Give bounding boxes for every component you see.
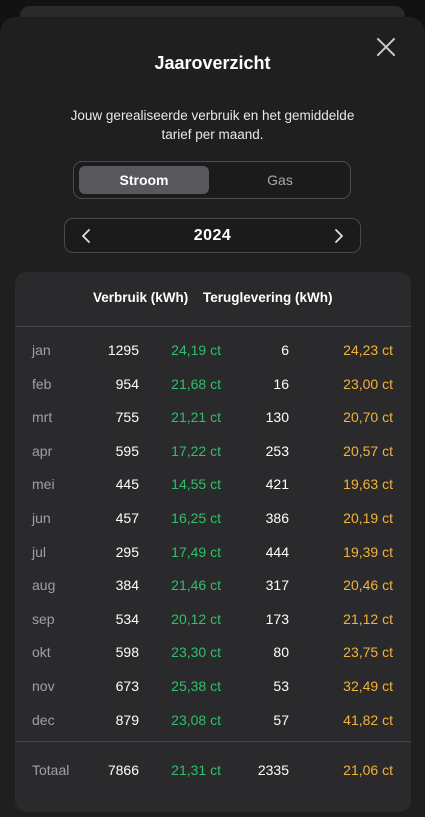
table-row: jun 457 16,25 ct 386 20,19 ct [15,508,411,528]
tarief-verbruik-value: 23,08 ct [171,711,221,728]
verbruik-value: 673 [115,678,139,694]
table-row: jul 295 17,49 ct 444 19,39 ct [15,542,411,562]
segment-stroom[interactable]: Stroom [79,166,209,194]
total-tarief-teruglevering: 21,06 ct [343,762,393,778]
teruglevering-value: 317 [265,577,289,594]
month-label: feb [32,375,52,392]
month-label: jul [32,543,47,560]
verbruik-value: 457 [115,510,139,526]
month-label: jan [32,342,51,358]
month-label: okt [32,644,51,661]
table-row: okt 598 23,30 ct 80 23,75 ct [15,642,411,662]
tarief-verbruik-value: 17,22 ct [171,442,221,459]
tarief-teruglevering-value: 19,63 ct [343,476,393,493]
tarief-teruglevering-value: 32,49 ct [343,678,393,694]
verbruik-value: 954 [115,375,139,392]
tarief-teruglevering-value: 20,70 ct [343,409,393,426]
teruglevering-value: 16 [273,375,289,392]
header-divider [15,326,411,327]
verbruik-value: 1295 [107,342,139,358]
teruglevering-value: 6 [281,342,289,358]
month-label: jun [32,510,51,526]
close-icon [377,38,395,56]
tarief-teruglevering-value: 23,00 ct [343,375,393,392]
total-teruglevering: 2335 [257,762,289,778]
year-selector: 2024 [64,218,361,253]
tarief-teruglevering-value: 23,75 ct [343,644,393,661]
month-label: sep [32,610,55,627]
month-label: mrt [32,409,53,426]
tarief-verbruik-value: 21,68 ct [171,375,221,392]
chevron-right-icon [335,229,343,243]
tarief-teruglevering-value: 41,82 ct [343,711,393,728]
tarief-teruglevering-value: 24,23 ct [343,342,393,358]
teruglevering-value: 253 [265,442,289,459]
tarief-teruglevering-value: 20,46 ct [343,577,393,594]
total-tarief-verbruik: 21,31 ct [171,762,221,778]
teruglevering-value: 421 [265,476,289,493]
verbruik-value: 295 [115,543,139,560]
verbruik-value: 755 [115,409,139,426]
page-title: Jaaroverzicht [154,53,271,73]
total-label: Totaal [32,762,70,778]
verbruik-value: 384 [115,577,139,594]
column-header-teruglevering: Teruglevering (kWh) [203,290,333,305]
verbruik-value: 445 [115,476,139,493]
tarief-verbruik-value: 24,19 ct [171,342,221,358]
tarief-verbruik-value: 21,46 ct [171,577,221,594]
previous-year-button[interactable] [78,227,96,245]
table-row: aug 384 21,46 ct 317 20,46 ct [15,575,411,595]
table-row: mei 445 14,55 ct 421 19,63 ct [15,474,411,494]
verbruik-value: 534 [115,610,139,627]
table-row: nov 673 25,38 ct 53 32,49 ct [15,676,411,696]
teruglevering-value: 444 [265,543,289,560]
month-label: apr [32,442,53,459]
month-label: mei [32,476,55,493]
month-label: nov [32,678,55,694]
teruglevering-value: 53 [273,678,289,694]
tarief-verbruik-value: 25,38 ct [171,678,221,694]
tarief-verbruik-value: 14,55 ct [171,476,221,493]
month-label: aug [32,577,56,594]
segment-gas[interactable]: Gas [267,172,293,188]
verbruik-value: 598 [115,644,139,661]
total-row: Totaal 7866 21,31 ct 2335 21,06 ct [15,760,411,780]
total-divider [15,741,411,742]
teruglevering-value: 130 [265,409,289,426]
chevron-left-icon [82,229,90,243]
page-subtitle: Jouw gerealiseerde verbruik en het gemid… [70,108,355,142]
tarief-teruglevering-value: 21,12 ct [343,610,393,627]
teruglevering-value: 173 [265,610,289,627]
verbruik-value: 879 [115,711,139,728]
close-button[interactable] [375,36,397,58]
table-row: mrt 755 21,21 ct 130 20,70 ct [15,407,411,427]
column-header-verbruik: Verbruik (kWh) [93,290,189,305]
teruglevering-value: 386 [265,510,289,526]
next-year-button[interactable] [329,227,347,245]
total-verbruik: 7866 [107,762,139,778]
year-label: 2024 [193,227,232,244]
tarief-verbruik-value: 17,49 ct [171,543,221,560]
tarief-teruglevering-value: 20,57 ct [343,442,393,459]
tarief-verbruik-value: 20,12 ct [171,610,221,627]
table-row: sep 534 20,12 ct 173 21,12 ct [15,609,411,629]
verbruik-value: 595 [115,442,139,459]
teruglevering-value: 80 [273,644,289,661]
table-row: feb 954 21,68 ct 16 23,00 ct [15,374,411,394]
table-row: apr 595 17,22 ct 253 20,57 ct [15,441,411,461]
yearly-table: Verbruik (kWh) Teruglevering (kWh) jan 12… [15,272,411,812]
tarief-verbruik-value: 21,21 ct [171,409,221,426]
tarief-verbruik-value: 16,25 ct [171,510,221,526]
table-row: jan 1295 24,19 ct 6 24,23 ct [15,340,411,360]
teruglevering-value: 57 [273,711,289,728]
tarief-teruglevering-value: 20,19 ct [343,510,393,526]
table-row: dec 879 23,08 ct 57 41,82 ct [15,710,411,730]
month-label: dec [32,711,55,728]
tarief-verbruik-value: 23,30 ct [171,644,221,661]
energy-type-toggle: Stroom Gas [73,161,351,199]
tarief-teruglevering-value: 19,39 ct [343,543,393,560]
